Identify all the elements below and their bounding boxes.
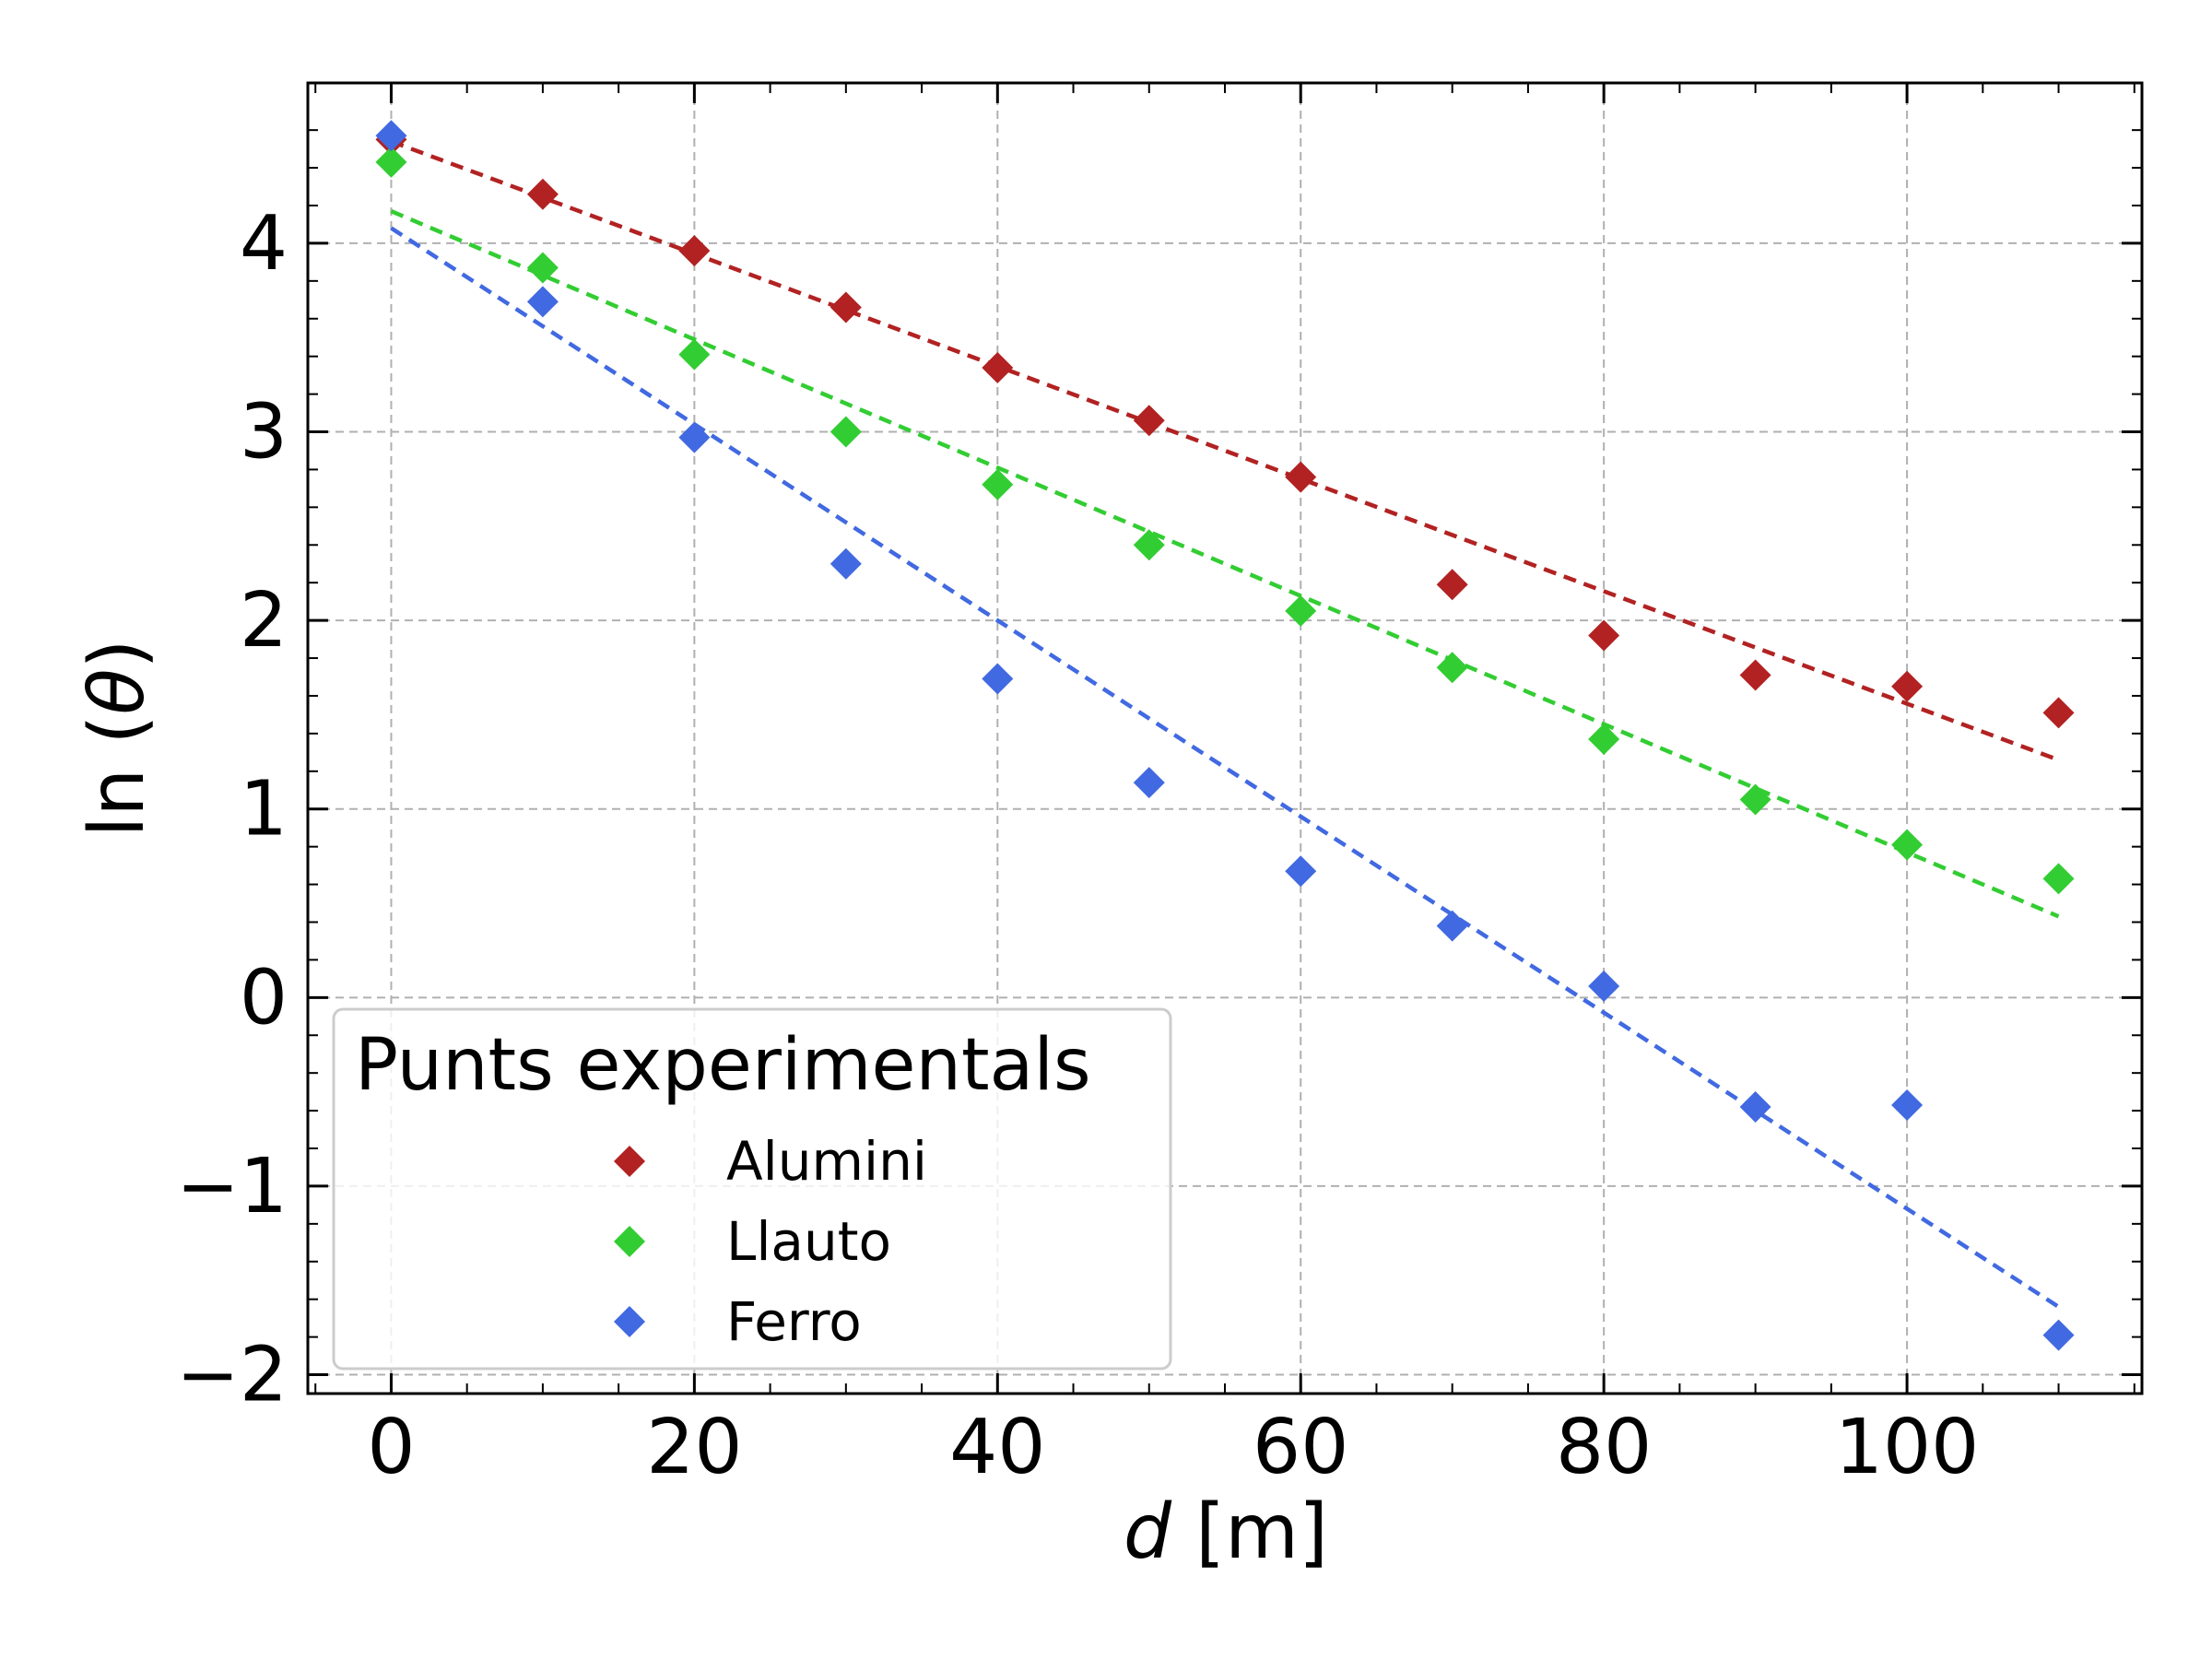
- data-point-ferro: [526, 286, 559, 318]
- data-point-ferro: [982, 663, 1014, 695]
- x-tick-label: 20: [646, 1404, 742, 1491]
- data-point-ferro: [830, 547, 862, 580]
- data-point-ferro: [678, 421, 711, 453]
- x-tick-label: 60: [1253, 1404, 1348, 1491]
- data-point-alumini: [1739, 659, 1771, 691]
- data-point-llauto: [1891, 829, 1924, 861]
- data-point-ferro: [375, 120, 407, 152]
- y-axis-label: ln (θ): [74, 640, 161, 838]
- legend-entries: Alumini Llauto Ferro: [614, 1130, 927, 1353]
- axis-ticks: [308, 83, 2142, 1394]
- legend-box: [332, 1007, 1172, 1371]
- x-tick-label: 40: [949, 1404, 1045, 1491]
- axis-tick-labels: 0 20 40 60 80 100 −2 −1 0 1 2 3 4: [176, 200, 1979, 1491]
- fit-line-alumini: [390, 139, 2060, 762]
- data-point-ferro: [2042, 1319, 2075, 1351]
- data-points: [375, 120, 2075, 1351]
- data-point-ferro: [1133, 767, 1165, 799]
- x-tick-label: 0: [367, 1404, 415, 1491]
- y-tick-label: 1: [240, 766, 288, 853]
- data-point-alumini: [830, 291, 862, 324]
- y-tick-label: 3: [240, 389, 288, 477]
- data-point-ferro: [1285, 855, 1317, 888]
- legend-marker-llauto: [614, 1226, 645, 1257]
- data-point-llauto: [1285, 594, 1317, 627]
- x-axis-label: d [m]: [1124, 1488, 1328, 1576]
- legend-label-llauto: Llauto: [726, 1210, 891, 1273]
- x-tick-label: 100: [1835, 1404, 1980, 1491]
- legend-marker-ferro: [614, 1306, 645, 1337]
- x-tick-label: 80: [1556, 1404, 1652, 1491]
- data-point-llauto: [2042, 863, 2075, 895]
- y-tick-label: 2: [240, 577, 288, 665]
- data-point-alumini: [982, 351, 1014, 383]
- data-point-alumini: [678, 235, 711, 267]
- y-axis-label-var: θ: [74, 669, 161, 715]
- x-axis-label-unit: [m]: [1171, 1488, 1328, 1576]
- data-point-llauto: [1133, 529, 1165, 561]
- data-point-llauto: [830, 416, 862, 448]
- data-point-alumini: [1588, 619, 1620, 652]
- fit-lines: [390, 139, 2060, 1309]
- data-point-ferro: [1588, 971, 1620, 1003]
- data-point-llauto: [1436, 652, 1468, 684]
- y-tick-label: 0: [240, 954, 288, 1041]
- fit-line-ferro: [390, 226, 2060, 1309]
- data-point-ferro: [1739, 1091, 1771, 1124]
- legend: Punts experimentals Alumini Llauto Ferro: [332, 1007, 1172, 1371]
- legend-title: Punts experimentals: [355, 1024, 1091, 1107]
- data-point-llauto: [526, 252, 559, 284]
- data-point-alumini: [1133, 405, 1165, 437]
- y-axis-label-prefix: ln: [74, 769, 161, 838]
- data-point-llauto: [375, 146, 407, 178]
- data-point-llauto: [1739, 783, 1771, 816]
- x-axis-label-var: d: [1124, 1488, 1172, 1576]
- data-point-ferro: [1436, 910, 1468, 942]
- data-point-ferro: [1891, 1088, 1924, 1121]
- data-point-alumini: [526, 178, 559, 210]
- data-point-llauto: [982, 468, 1014, 500]
- fit-line-llauto: [390, 209, 2060, 919]
- data-point-alumini: [1436, 569, 1468, 601]
- legend-label-alumini: Alumini: [726, 1130, 927, 1193]
- legend-marker-alumini: [614, 1146, 645, 1177]
- y-tick-label: 4: [240, 200, 288, 288]
- data-point-llauto: [1588, 724, 1620, 756]
- y-tick-label: −1: [176, 1143, 288, 1230]
- data-point-alumini: [1891, 670, 1924, 702]
- data-point-alumini: [1285, 461, 1317, 493]
- legend-label-ferro: Ferro: [726, 1290, 862, 1353]
- data-point-alumini: [2042, 697, 2075, 729]
- data-point-llauto: [678, 338, 711, 371]
- y-tick-label: −2: [176, 1332, 288, 1419]
